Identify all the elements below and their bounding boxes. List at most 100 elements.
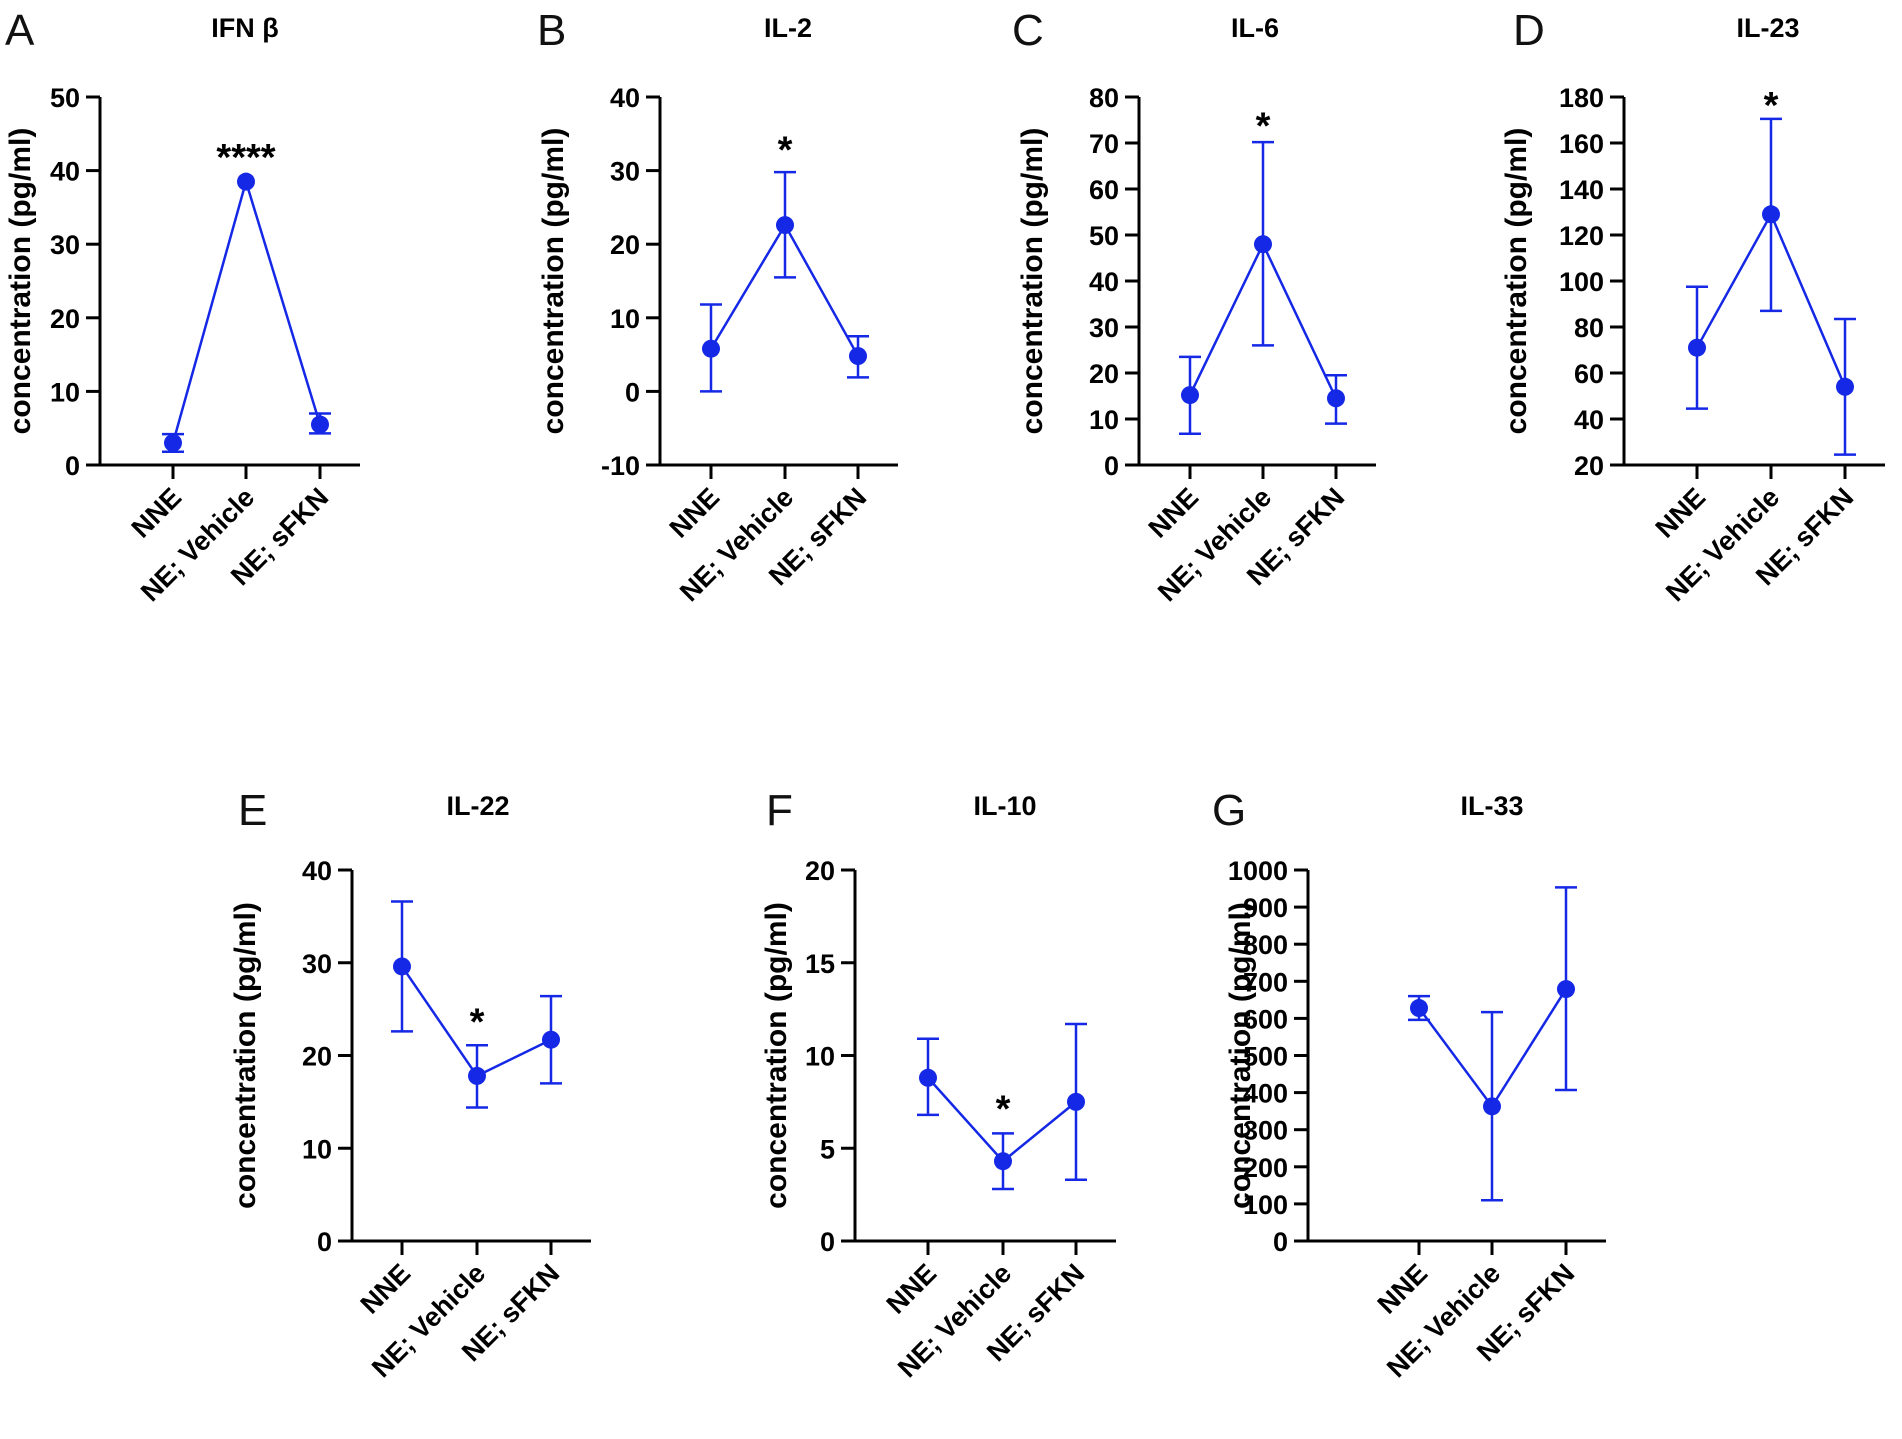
panel-title: IFN β xyxy=(211,13,278,43)
y-tick-label: 200 xyxy=(1243,1153,1288,1183)
y-axis-title: concentration (pg/ml) xyxy=(4,128,37,435)
y-axis-title: concentration (pg/ml) xyxy=(229,902,262,1209)
y-tick-label: 60 xyxy=(1089,175,1119,205)
y-tick-label: 0 xyxy=(317,1227,332,1257)
series-line xyxy=(171,177,322,444)
y-tick-label: 30 xyxy=(302,949,332,979)
y-axis-title: concentration (pg/ml) xyxy=(1224,902,1257,1209)
y-tick-label: 0 xyxy=(820,1227,835,1257)
data-point xyxy=(1762,205,1780,224)
y-tick-label: 160 xyxy=(1559,129,1604,159)
y-tick-label: 30 xyxy=(50,230,80,260)
y-tick-label: 140 xyxy=(1559,175,1604,205)
panel-letter: F xyxy=(766,786,793,835)
y-tick-label: 80 xyxy=(1574,313,1604,343)
data-point xyxy=(1557,980,1575,999)
y-tick-label: 180 xyxy=(1559,83,1604,113)
y-tick-label: 10 xyxy=(805,1042,835,1072)
x-category-label: NNE xyxy=(1650,482,1712,544)
y-tick-label: 0 xyxy=(1273,1227,1288,1257)
panel-letter: B xyxy=(537,6,566,55)
y-tick-label: 700 xyxy=(1243,967,1288,997)
data-point xyxy=(468,1066,486,1085)
panel-title: IL-2 xyxy=(764,13,812,43)
y-tick-label: 10 xyxy=(1089,405,1119,435)
data-point xyxy=(1067,1092,1085,1111)
y-tick-label: 80 xyxy=(1089,83,1119,113)
y-tick-label: 0 xyxy=(625,377,640,407)
data-point xyxy=(1254,235,1272,254)
data-point xyxy=(542,1030,560,1049)
panel-letter: G xyxy=(1212,786,1246,835)
y-tick-label: 10 xyxy=(610,304,640,334)
significance-marker: * xyxy=(1764,85,1779,127)
data-point xyxy=(311,415,329,434)
data-point xyxy=(1327,389,1345,408)
y-tick-label: 30 xyxy=(1089,313,1119,343)
y-axis-title: concentration (pg/ml) xyxy=(1500,128,1533,435)
y-tick-label: 20 xyxy=(805,856,835,886)
panel-letter: A xyxy=(5,6,35,55)
x-category-label: NNE xyxy=(355,1258,417,1320)
y-tick-label: 20 xyxy=(1089,359,1119,389)
y-tick-label: 5 xyxy=(820,1134,835,1164)
data-point xyxy=(1836,377,1854,396)
y-tick-label: 1000 xyxy=(1228,856,1288,886)
data-point xyxy=(849,347,867,366)
data-point xyxy=(393,957,411,976)
y-tick-label: 40 xyxy=(50,157,80,187)
y-tick-label: 400 xyxy=(1243,1079,1288,1109)
panel-c: C IL-6 0 10 20 30 40 50 60 70 80 concentration (pg/… xyxy=(1012,6,1376,607)
y-tick-label: 30 xyxy=(610,157,640,187)
y-tick-label: 120 xyxy=(1559,221,1604,251)
panel-title: IL-10 xyxy=(973,791,1036,821)
panel-g: G IL-33 0 100 200 300 400 500 600 700 800 900 1000 co… xyxy=(1212,786,1606,1383)
significance-marker: * xyxy=(1256,106,1271,148)
x-category-label: NNE xyxy=(881,1258,943,1320)
data-point xyxy=(1181,386,1199,405)
y-tick-label: 900 xyxy=(1243,893,1288,923)
data-point xyxy=(1483,1097,1501,1116)
y-tick-label: 10 xyxy=(50,377,80,407)
panel-title: IL-6 xyxy=(1231,13,1279,43)
y-tick-label: 40 xyxy=(1089,267,1119,297)
y-tick-label: 60 xyxy=(1574,359,1604,389)
data-point xyxy=(164,433,182,452)
y-tick-label: 20 xyxy=(610,230,640,260)
panel-title: IL-33 xyxy=(1460,791,1523,821)
y-tick-label: 0 xyxy=(65,451,80,481)
x-category-label: NNE xyxy=(1143,482,1205,544)
y-tick-label: 800 xyxy=(1243,930,1288,960)
panel-title: IL-23 xyxy=(1736,13,1799,43)
panel-letter: D xyxy=(1513,6,1545,55)
x-category-label: NNE xyxy=(1372,1258,1434,1320)
y-tick-label: 20 xyxy=(1574,451,1604,481)
y-tick-label: 50 xyxy=(50,83,80,113)
y-tick-label: 40 xyxy=(302,856,332,886)
panel-d: D IL-23 20 40 60 80 100 120 140 160 180 concentrati… xyxy=(1500,6,1885,607)
y-tick-label: 40 xyxy=(1574,405,1604,435)
panel-letter: E xyxy=(238,786,267,835)
y-tick-label: 70 xyxy=(1089,129,1119,159)
panel-a: A IFN β 0 10 20 30 40 50 concentration (pg/ml) NN… xyxy=(4,6,360,607)
y-tick-label: 15 xyxy=(805,949,835,979)
y-tick-label: 20 xyxy=(50,304,80,334)
y-tick-label: 50 xyxy=(1089,221,1119,251)
y-tick-label: -10 xyxy=(601,451,640,481)
data-point xyxy=(1410,999,1428,1018)
y-axis-title: concentration (pg/ml) xyxy=(537,128,570,435)
panel-title: IL-22 xyxy=(446,791,509,821)
y-tick-label: 40 xyxy=(610,83,640,113)
panel-b: B IL-2 -10 0 10 20 30 40 concentration (pg/ml) NN… xyxy=(537,6,898,607)
data-point xyxy=(702,339,720,358)
data-point xyxy=(994,1152,1012,1171)
y-tick-label: 600 xyxy=(1243,1004,1288,1034)
y-tick-label: 20 xyxy=(302,1042,332,1072)
data-point xyxy=(919,1068,937,1087)
y-tick-label: 100 xyxy=(1243,1190,1288,1220)
x-category-label: NNE xyxy=(664,482,726,544)
data-point xyxy=(237,172,255,191)
y-tick-label: 500 xyxy=(1243,1042,1288,1072)
